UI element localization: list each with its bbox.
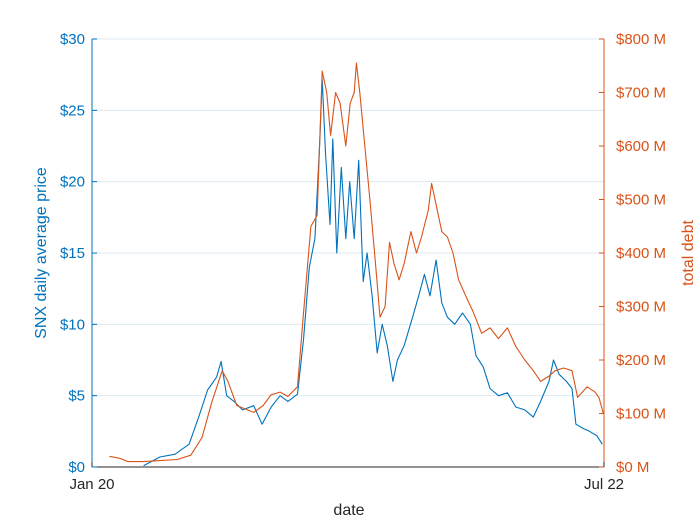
grid-layer: [92, 38, 604, 468]
x-tick-label: Jan 20: [69, 476, 114, 493]
y-right-tick-label: $400 M: [616, 245, 666, 262]
y-left-tick-label: $15: [60, 245, 85, 262]
y-right-tick-label: $100 M: [616, 406, 666, 423]
y-right-tick-label: $0 M: [616, 459, 649, 476]
y-left-tick-label: $10: [60, 316, 85, 333]
y-axis-right-label: total debt: [680, 220, 697, 286]
y-right-tick-label: $200 M: [616, 352, 666, 369]
y-right-tick-label: $300 M: [616, 299, 666, 316]
y-right-tick-label: $600 M: [616, 138, 666, 155]
axes-layer: $0 $5 $10 $15 $20 $25 $30 $0 M $100 M $200 M $300 …: [60, 31, 666, 493]
y-axis-left-label: SNX daily average price: [33, 167, 50, 339]
series-layer: [109, 62, 604, 467]
y-left-tick-label: $20: [60, 174, 85, 191]
y-right-tick-label: $700 M: [616, 85, 666, 102]
y-left-tick-label: $30: [60, 31, 85, 48]
x-tick-label: Jul 22: [584, 476, 624, 493]
y-left-tick-label: $0: [68, 459, 85, 476]
x-axis-label: date: [333, 502, 364, 519]
total-debt-line: [109, 62, 604, 463]
y-right-tick-label: $500 M: [616, 192, 666, 209]
snx-price-line: [143, 78, 603, 467]
y-left-tick-label: $5: [68, 388, 85, 405]
y-left-tick-label: $25: [60, 102, 85, 119]
y-right-tick-label: $800 M: [616, 31, 666, 48]
